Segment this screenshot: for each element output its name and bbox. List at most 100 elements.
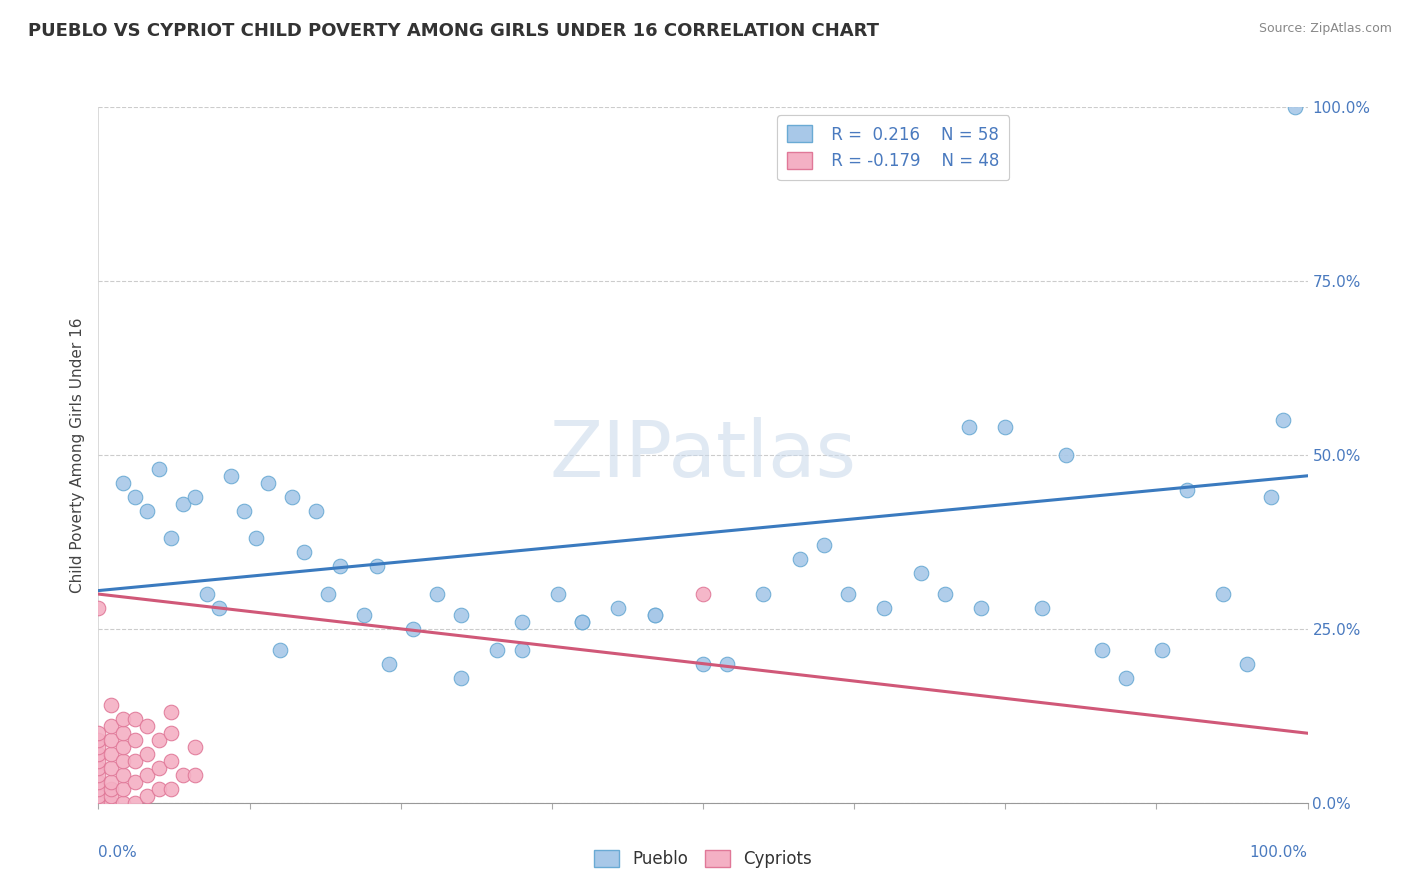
Point xyxy=(1115,671,1137,685)
Point xyxy=(256,475,278,490)
Point xyxy=(607,601,630,615)
Point xyxy=(970,601,993,615)
Point xyxy=(160,781,183,796)
Point xyxy=(87,761,110,775)
Point xyxy=(184,490,207,504)
Point xyxy=(910,566,932,581)
Text: PUEBLO VS CYPRIOT CHILD POVERTY AMONG GIRLS UNDER 16 CORRELATION CHART: PUEBLO VS CYPRIOT CHILD POVERTY AMONG GI… xyxy=(28,22,879,40)
Point xyxy=(87,733,110,747)
Point xyxy=(87,789,110,803)
Point xyxy=(111,740,134,755)
Point xyxy=(135,768,157,782)
Point xyxy=(195,587,218,601)
Point xyxy=(1031,601,1053,615)
Point xyxy=(124,733,146,747)
Point xyxy=(1236,657,1258,671)
Point xyxy=(100,747,122,761)
Text: 0.0%: 0.0% xyxy=(98,845,138,860)
Point xyxy=(402,622,425,636)
Point xyxy=(100,761,122,775)
Point xyxy=(111,726,134,740)
Point xyxy=(87,768,110,782)
Point xyxy=(873,601,896,615)
Point xyxy=(692,587,714,601)
Point xyxy=(292,545,315,559)
Point xyxy=(87,740,110,755)
Point xyxy=(329,559,352,574)
Point xyxy=(87,754,110,768)
Point xyxy=(160,754,183,768)
Point xyxy=(353,607,375,622)
Point xyxy=(100,781,122,796)
Point xyxy=(245,532,267,546)
Point xyxy=(510,642,533,657)
Point xyxy=(87,775,110,789)
Point xyxy=(160,706,183,720)
Point xyxy=(148,781,170,796)
Point xyxy=(148,761,170,775)
Point xyxy=(111,781,134,796)
Point xyxy=(111,796,134,810)
Point xyxy=(934,587,956,601)
Point xyxy=(426,587,449,601)
Point xyxy=(281,490,304,504)
Point xyxy=(135,719,157,733)
Point xyxy=(450,607,472,622)
Point xyxy=(957,420,980,434)
Point xyxy=(1175,483,1198,497)
Point xyxy=(87,726,110,740)
Point xyxy=(100,698,122,713)
Point xyxy=(100,796,122,810)
Point xyxy=(644,607,666,622)
Point xyxy=(752,587,775,601)
Point xyxy=(571,615,593,629)
Point xyxy=(100,733,122,747)
Point xyxy=(1054,448,1077,462)
Point xyxy=(172,768,194,782)
Point xyxy=(692,657,714,671)
Point xyxy=(208,601,231,615)
Point xyxy=(135,503,157,517)
Point xyxy=(124,490,146,504)
Point xyxy=(148,462,170,476)
Point xyxy=(644,607,666,622)
Point xyxy=(124,712,146,726)
Point xyxy=(232,503,254,517)
Text: Source: ZipAtlas.com: Source: ZipAtlas.com xyxy=(1258,22,1392,36)
Point xyxy=(100,775,122,789)
Point xyxy=(837,587,859,601)
Point xyxy=(111,754,134,768)
Point xyxy=(172,497,194,511)
Point xyxy=(135,789,157,803)
Point xyxy=(124,754,146,768)
Point xyxy=(269,642,291,657)
Y-axis label: Child Poverty Among Girls Under 16: Child Poverty Among Girls Under 16 xyxy=(69,318,84,592)
Point xyxy=(100,719,122,733)
Point xyxy=(87,601,110,615)
Point xyxy=(377,657,399,671)
Point xyxy=(87,796,110,810)
Point xyxy=(1091,642,1114,657)
Point xyxy=(547,587,569,601)
Point xyxy=(160,532,183,546)
Point xyxy=(716,657,738,671)
Point xyxy=(111,475,134,490)
Point xyxy=(184,768,207,782)
Point xyxy=(1212,587,1234,601)
Legend:  R =  0.216    N = 58,  R = -0.179    N = 48: R = 0.216 N = 58, R = -0.179 N = 48 xyxy=(778,115,1010,180)
Point xyxy=(135,747,157,761)
Point xyxy=(111,768,134,782)
Point xyxy=(1152,642,1174,657)
Point xyxy=(124,796,146,810)
Point xyxy=(813,538,835,552)
Point xyxy=(305,503,328,517)
Point xyxy=(221,468,243,483)
Point xyxy=(789,552,811,566)
Point xyxy=(160,726,183,740)
Point xyxy=(450,671,472,685)
Legend: Pueblo, Cypriots: Pueblo, Cypriots xyxy=(588,843,818,875)
Point xyxy=(148,733,170,747)
Point xyxy=(111,712,134,726)
Point xyxy=(1272,413,1295,427)
Text: ZIPatlas: ZIPatlas xyxy=(550,417,856,493)
